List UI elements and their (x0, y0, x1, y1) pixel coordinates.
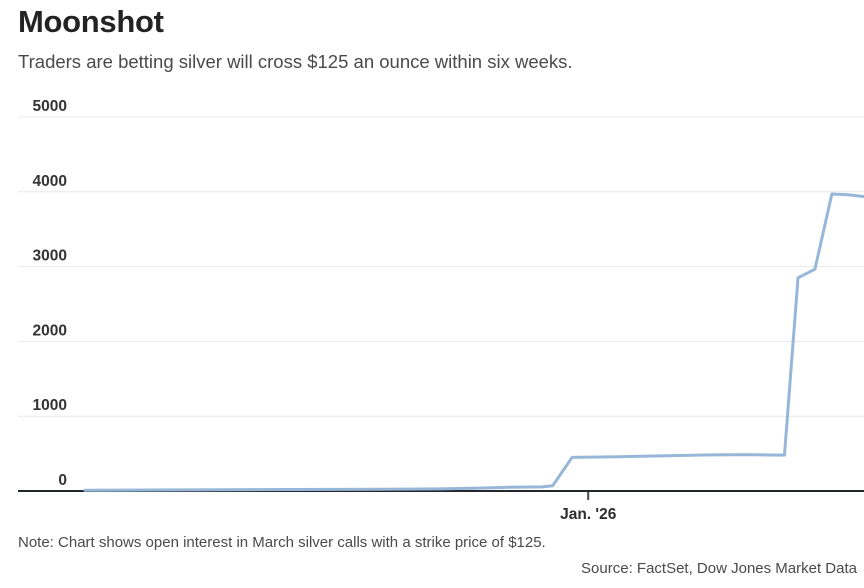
y-axis-tick-label: 4000 (33, 173, 67, 190)
open-interest-series-line (83, 192, 864, 492)
line-chart-plot-area: 0 1000 2000 3000 4000 5000 Jan. '26 (0, 90, 864, 530)
chart-note: Note: Chart shows open interest in March… (18, 534, 546, 551)
y-axis-tick-label: 2000 (33, 322, 67, 339)
chart-subtitle: Traders are betting silver will cross $1… (18, 51, 573, 72)
y-axis-tick-label: 0 (58, 472, 67, 489)
x-axis-tick-label: Jan. '26 (560, 506, 617, 523)
chart-title: Moonshot (18, 4, 164, 39)
chart-source: Source: FactSet, Dow Jones Market Data (581, 560, 857, 577)
y-axis-tick-label: 5000 (33, 98, 67, 115)
y-axis-tick-label: 1000 (33, 397, 67, 414)
y-axis-tick-label: 3000 (33, 248, 67, 265)
open-interest-line-chart: 0 1000 2000 3000 4000 5000 Jan. '26 (18, 98, 864, 523)
